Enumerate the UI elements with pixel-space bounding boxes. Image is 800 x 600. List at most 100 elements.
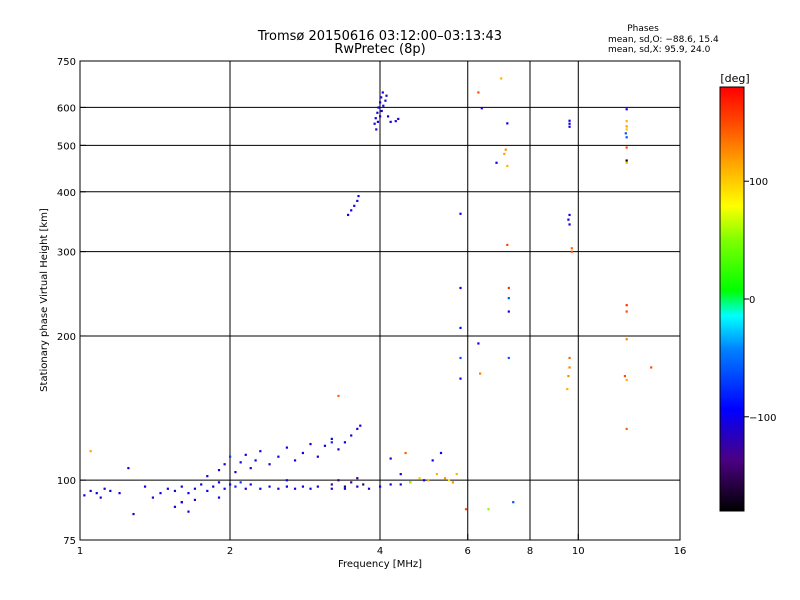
data-point [379, 115, 382, 118]
data-point [343, 485, 347, 488]
data-point [249, 467, 252, 470]
chart-title-line1: Tromsø 20150616 03:12:00–03:13:43 [257, 29, 502, 44]
data-point [277, 455, 280, 458]
data-point [409, 481, 412, 484]
data-point [330, 437, 333, 440]
data-point [374, 117, 377, 120]
data-point [180, 485, 183, 488]
data-point [568, 366, 571, 369]
x-tick-label: 8 [527, 546, 533, 557]
data-point [99, 496, 102, 499]
colorbar-ticks: 100 0 −100 [744, 177, 776, 424]
data-point [375, 128, 378, 131]
data-point [285, 446, 288, 449]
data-point [356, 199, 359, 203]
data-point [316, 455, 319, 458]
data-point [187, 492, 190, 495]
data-point [362, 483, 365, 486]
colorbar-tick-label: 100 [749, 177, 768, 188]
x-tick-label: 4 [377, 546, 383, 557]
data-point [625, 120, 628, 123]
data-point [200, 483, 203, 486]
data-point [507, 286, 510, 290]
data-point [173, 489, 177, 493]
data-point [625, 108, 628, 111]
data-point [187, 510, 190, 513]
data-point [427, 479, 430, 482]
data-point [259, 450, 262, 453]
data-point [239, 481, 242, 484]
data-point [506, 243, 509, 246]
data-point [459, 377, 462, 380]
data-point [379, 101, 382, 104]
data-point [367, 487, 371, 490]
data-point [229, 455, 232, 458]
data-point [377, 106, 380, 109]
data-point [373, 122, 376, 125]
data-point [568, 213, 571, 217]
data-point [431, 459, 434, 462]
data-point [223, 463, 226, 466]
data-point [625, 378, 628, 381]
data-point [229, 483, 232, 486]
data-point [143, 485, 147, 488]
data-point [568, 356, 571, 360]
data-point [293, 487, 297, 490]
y-tick-label: 400 [57, 188, 76, 199]
y-axis-label: Stationary phase Virtual Height [km] [39, 208, 50, 392]
data-point [103, 487, 106, 490]
data-point [89, 450, 92, 453]
data-point [330, 441, 333, 444]
data-point [394, 120, 397, 123]
data-point [389, 120, 392, 123]
data-point [650, 366, 653, 369]
y-tick-label: 200 [57, 332, 76, 343]
data-point [193, 498, 197, 501]
colorbar-gradient [719, 86, 745, 512]
colorbar-tick-label: 0 [749, 295, 755, 306]
data-point [570, 250, 573, 253]
data-point [507, 297, 510, 300]
data-point [381, 91, 384, 94]
data-point [384, 99, 387, 102]
data-point [217, 481, 221, 484]
data-point [330, 483, 333, 486]
y-axis-ticks: 75 100 200 300 400 500 600 750 [57, 57, 86, 547]
data-point [435, 473, 438, 476]
data-point [568, 125, 571, 128]
data-point [399, 473, 402, 476]
data-point [330, 487, 333, 490]
data-point [477, 91, 480, 94]
data-point [507, 310, 510, 313]
data-point [223, 487, 226, 490]
data-point [359, 424, 362, 427]
data-point [397, 117, 400, 121]
data-point [459, 326, 462, 330]
data-point [500, 77, 503, 80]
y-tick-label: 600 [57, 103, 76, 114]
data-point [180, 501, 183, 504]
data-point [89, 489, 92, 493]
data-point [567, 374, 570, 378]
data-point [254, 459, 257, 462]
data-point [404, 451, 407, 455]
data-point [479, 372, 482, 375]
data-point [625, 161, 628, 164]
data-point [376, 111, 379, 114]
data-point [356, 477, 359, 480]
data-point [83, 494, 86, 497]
data-point [380, 109, 383, 113]
data-point [268, 485, 271, 488]
data-point [293, 459, 297, 462]
data-point [217, 496, 221, 499]
data-point [277, 487, 280, 490]
data-point [337, 394, 340, 398]
data-point [389, 483, 392, 486]
data-point [217, 469, 221, 472]
data-point [459, 286, 462, 290]
x-tick-label: 6 [465, 546, 471, 557]
data-point [323, 444, 327, 447]
y-tick-label: 100 [57, 476, 76, 487]
data-point [386, 115, 390, 118]
